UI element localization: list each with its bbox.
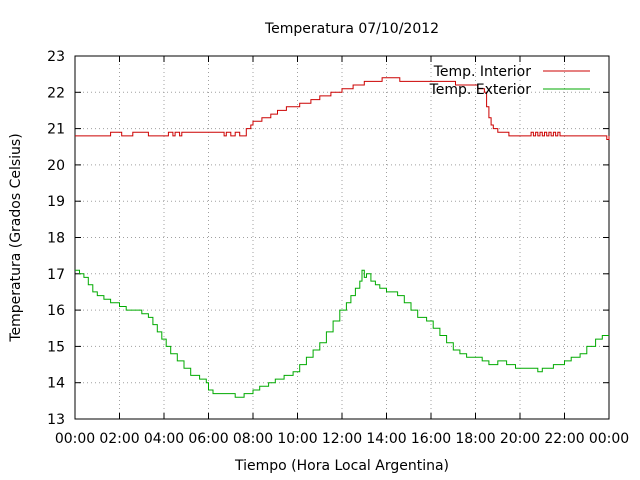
y-tick-label: 21 (47, 122, 65, 138)
x-tick-label: 08:00 (233, 431, 273, 447)
series-lines (75, 77, 610, 398)
x-tick-label: 18:00 (455, 431, 495, 447)
y-tick-label: 15 (47, 339, 65, 355)
x-tick-label: 20:00 (500, 431, 540, 447)
series-line-exterior (75, 269, 609, 398)
chart-title: Temperatura 07/10/2012 (264, 21, 439, 37)
x-tick-label: 00:00 (55, 431, 95, 447)
y-tick-label: 20 (47, 158, 65, 174)
x-tick-label: 16:00 (411, 431, 451, 447)
legend-label: Temp. Interior (433, 64, 532, 80)
x-tick-label: 12:00 (322, 431, 362, 447)
y-tick-label: 23 (47, 49, 65, 65)
y-tick-label: 14 (47, 376, 65, 392)
x-axis-label: Tiempo (Hora Local Argentina) (234, 458, 449, 474)
series-line-interior (75, 77, 610, 140)
y-axis-label: Temperatura (Grados Celsius) (8, 133, 24, 342)
grid (75, 56, 609, 419)
legend: Temp. Interior Temp. Exterior (429, 64, 590, 98)
y-tick-label: 18 (47, 231, 65, 247)
y-tick-label: 13 (47, 412, 65, 428)
y-tick-label: 22 (47, 85, 65, 101)
x-tick-label: 14:00 (366, 431, 406, 447)
legend-label: Temp. Exterior (429, 82, 532, 98)
y-tick-label: 16 (47, 303, 65, 319)
x-tick-label: 06:00 (188, 431, 228, 447)
y-tick-label: 19 (47, 194, 65, 210)
x-tick-label: 02:00 (99, 431, 139, 447)
x-tick-label: 04:00 (144, 431, 184, 447)
x-tick-label: 00:00 (589, 431, 629, 447)
y-tick-label: 17 (47, 267, 65, 283)
x-tick-label: 22:00 (544, 431, 584, 447)
x-tick-label: 10:00 (277, 431, 317, 447)
